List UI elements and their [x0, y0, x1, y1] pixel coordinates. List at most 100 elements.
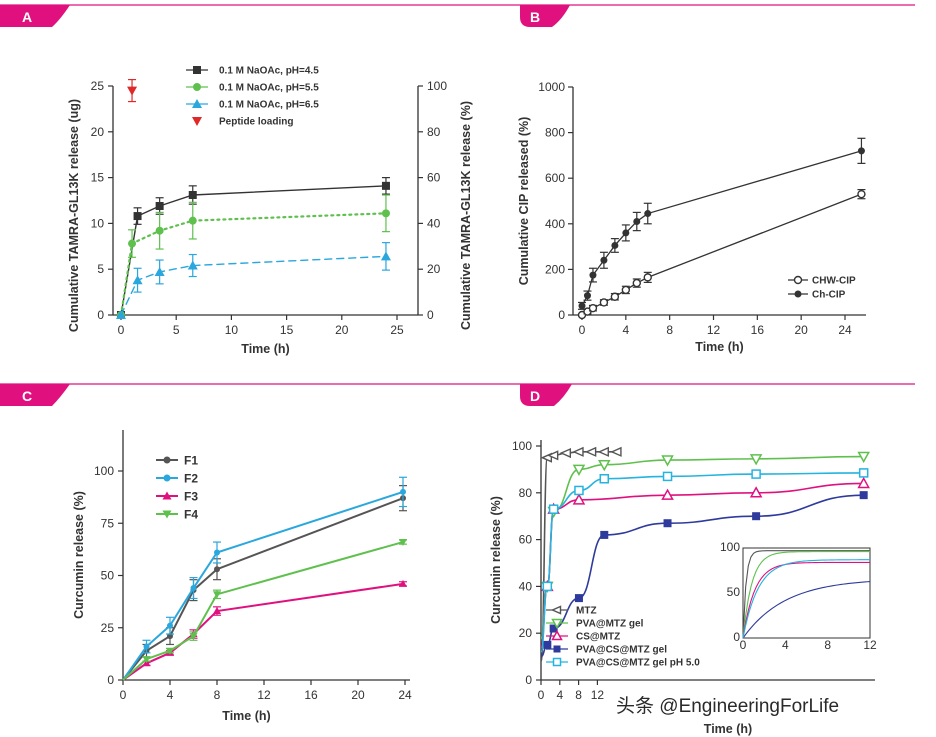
panel-d-point [574, 594, 583, 603]
panel-a-x-tick-label: 0 [118, 323, 125, 337]
panel-c-header: C [0, 383, 520, 406]
panel-b-x-tick-label: 20 [794, 323, 808, 337]
panel-d-point [542, 581, 553, 592]
panel-d-inset-y-tick-label: 0 [733, 630, 740, 644]
panel-a-label: A [22, 9, 32, 25]
panel-a-header: A [0, 4, 520, 27]
panel-c-point [142, 656, 151, 664]
panel-c-y-tick-label: 50 [101, 569, 115, 583]
panel-b-y-tick-label: 1000 [538, 80, 565, 94]
panel-d-inset-line [742, 559, 871, 639]
panel-d-inset-line [742, 551, 870, 639]
panel-d-x-tick-label: 12 [591, 688, 605, 702]
panel-a-point [116, 310, 126, 319]
panel-d-point [543, 640, 552, 649]
panel-d-legend-label: CS@MTZ [576, 632, 620, 643]
panel-b-point [600, 256, 608, 264]
panel-c-point [399, 579, 407, 587]
panel-a-point [128, 239, 137, 248]
panel-a-legend-marker [193, 66, 201, 74]
panel-d-point [574, 485, 584, 496]
panel-d-y-axis-label: Curcumin release (%) [489, 496, 503, 624]
panel-c-point [167, 622, 173, 629]
panel-a-x-tick-label: 15 [280, 323, 294, 337]
panel-b-chart: 0 4 8 12 16 20 24 0 200 400 600 800 1000 Time (h) Cumu… [517, 80, 866, 354]
panel-d-legend-marker [552, 657, 562, 667]
panel-b-x-tick-label: 0 [579, 323, 586, 337]
panel-a-chart: 0 5 10 15 20 25 0 5 10 15 20 25 0 20 40 60 80 100 Time (h)… [67, 66, 473, 357]
watermark: 头条 @EngineeringForLife [616, 695, 839, 717]
panel-c-series-line [122, 541, 404, 681]
panel-c-legend-marker [163, 456, 171, 464]
panel-c-legend-marker [162, 510, 172, 519]
panel-a-x-tick-label: 25 [390, 323, 404, 337]
panel-c-point [400, 488, 406, 495]
panel-b-point [578, 302, 586, 310]
panel-c-x-tick-label: 8 [214, 688, 221, 702]
panel-d-inset-y-tick-label: 50 [727, 585, 741, 599]
panel-d-inset-line [742, 581, 871, 639]
panel-b-point [583, 292, 591, 300]
panel-c-point [399, 539, 407, 547]
panel-c-y-tick-label: 100 [94, 464, 114, 478]
panel-a-y2-tick-label: 20 [427, 262, 441, 276]
panel-d-inset-x-tick-label: 8 [824, 638, 831, 652]
panel-b-y-axis-label: Cumulative CIP released (%) [517, 117, 531, 286]
panel-d-legend-marker [551, 618, 563, 630]
panel-b-x-tick-label: 12 [707, 323, 721, 337]
panel-a-y2-tick-label: 80 [427, 125, 441, 139]
panel-a-legend-marker [192, 99, 202, 108]
panel-d-legend-marker [553, 645, 561, 653]
panel-c-legend-marker [162, 491, 172, 500]
panel-a-x-tick-label: 10 [225, 323, 239, 337]
watermark-background [608, 688, 918, 720]
panel-d-inset-line [742, 550, 870, 639]
panel-d-legend-marker [551, 629, 563, 641]
panel-a-point [132, 275, 143, 285]
panel-a-point [188, 191, 197, 200]
panel-a-point [188, 216, 197, 225]
panel-d-point [610, 446, 622, 457]
panel-d-point [859, 491, 868, 500]
panel-d-point [559, 447, 572, 459]
panel-c-x-tick-label: 4 [167, 688, 174, 702]
panel-b-y-tick-label: 200 [545, 262, 565, 276]
panel-d-point [749, 454, 763, 466]
panel-b-point [589, 271, 597, 279]
panel-d-point [661, 488, 674, 500]
panel-b-point [610, 292, 620, 301]
panel-d-legend-label: PVA@CS@MTZ gel [576, 645, 667, 656]
panel-b-point [644, 210, 652, 218]
panel-a-y-axis-label: Cumulative TAMRA-GL13K release (ug) [67, 99, 81, 332]
panel-d-x-axis-label: Time (h) [704, 722, 752, 736]
panel-b-point [611, 241, 619, 249]
panel-d-header: D [520, 383, 915, 406]
panel-d-legend-label: PVA@MTZ gel [576, 619, 644, 630]
panel-d-point [661, 455, 674, 467]
panel-a-y2-tick-label: 100 [427, 79, 447, 93]
panel-a-point [381, 209, 390, 218]
panel-d-point [663, 519, 672, 528]
panel-d-point [600, 530, 609, 539]
panel-b-point [633, 218, 641, 226]
panel-d-point [549, 624, 558, 633]
panel-c-y-tick-label: 0 [107, 673, 114, 687]
panel-d-x-tick-label: 8 [575, 688, 582, 702]
panel-a-legend-label: 0.1 M NaOAc, pH=5.5 [219, 83, 319, 94]
panel-b-x-axis-label: Time (h) [695, 340, 743, 354]
panel-d-point [597, 459, 611, 472]
panel-c-point [190, 585, 197, 592]
panel-d-point [857, 476, 870, 489]
panel-d-point [858, 468, 869, 478]
panel-d-point [572, 464, 586, 476]
panel-a-y-tick-label: 10 [91, 216, 105, 230]
panel-a-point [154, 266, 165, 276]
panel-a-x-tick-label: 20 [335, 323, 349, 337]
panel-c-point [189, 633, 198, 641]
panel-c-series-line [122, 497, 404, 681]
panel-b-legend-marker [794, 290, 802, 298]
panel-a-y2-tick-label: 0 [427, 308, 434, 322]
panel-b-x-tick-label: 4 [622, 323, 629, 337]
